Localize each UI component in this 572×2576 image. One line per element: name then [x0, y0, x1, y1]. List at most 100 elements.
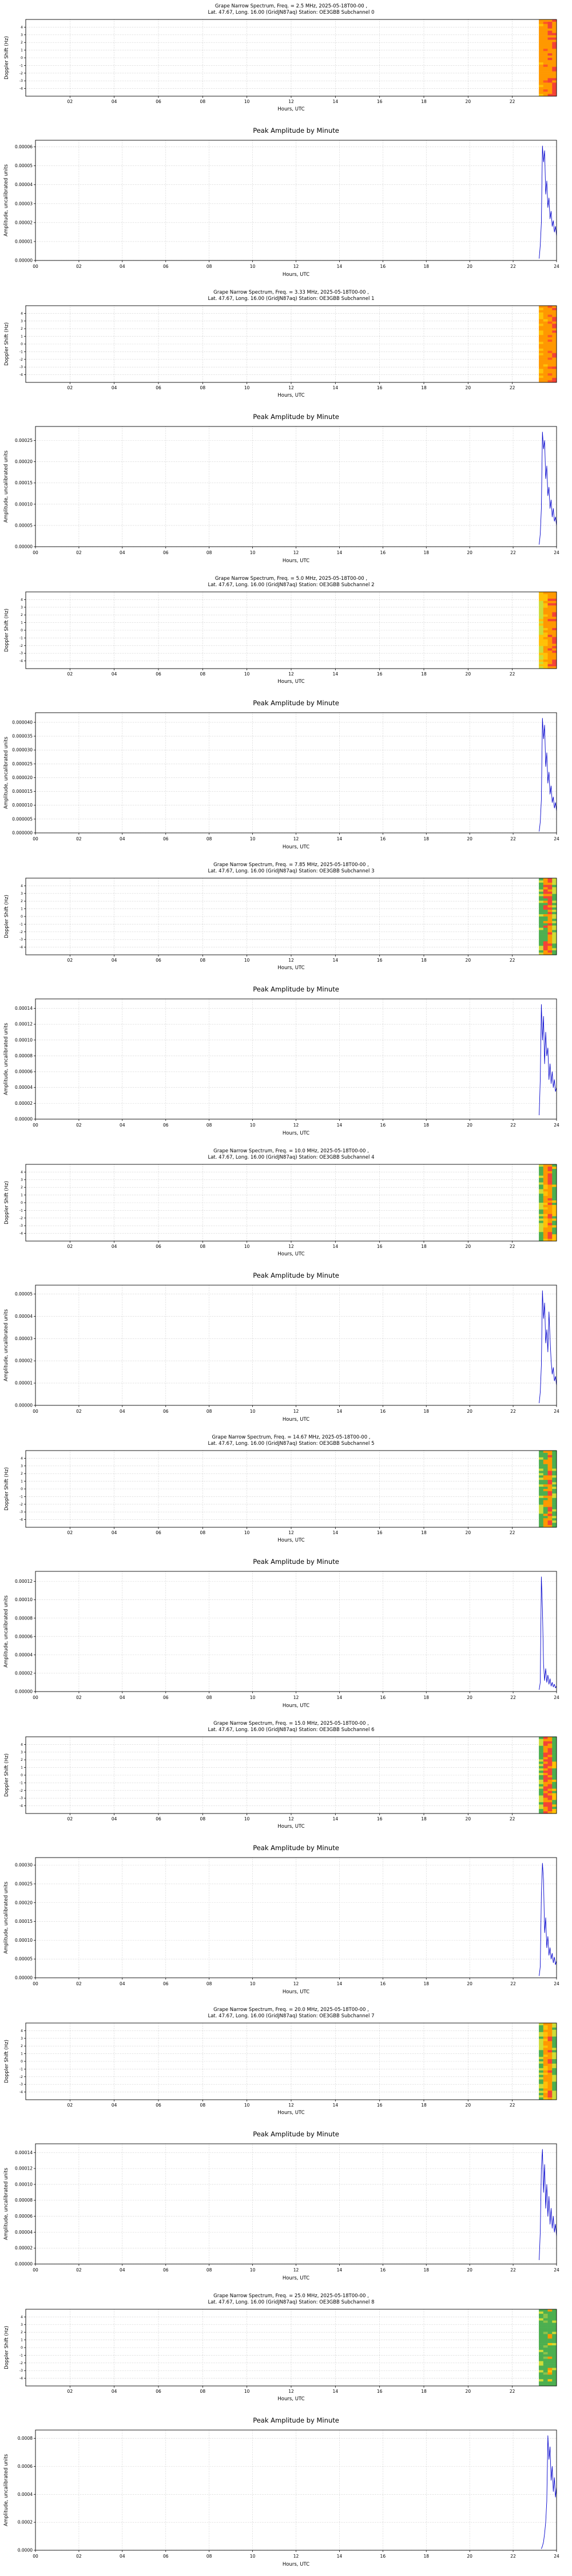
x-tick-label: 02 — [76, 1123, 82, 1128]
x-tick-label: 10 — [250, 1981, 256, 1986]
x-tick-label: 20 — [467, 264, 472, 269]
spectrogram-title-line2: Lat. 47.67, Long. 16.00 (GridJN87aq) Sta… — [208, 10, 374, 15]
y-tick-label: 0.00012 — [15, 1022, 33, 1027]
amplitude-title: Peak Amplitude by Minute — [253, 413, 339, 421]
x-tick-label: 14 — [333, 958, 339, 963]
y-axis: 0.00000 0.00005 0.00010 0.00015 0.00020 0.000… — [3, 438, 35, 550]
y-tick-label: 0.00008 — [15, 1615, 33, 1621]
x-tick-label: 22 — [510, 671, 515, 677]
y-tick-label: 0.000010 — [12, 803, 33, 808]
y-axis-label: Doppler Shift (Hz) — [4, 609, 10, 652]
x-tick-label: 14 — [333, 1816, 339, 1822]
x-tick-label: 20 — [466, 99, 471, 104]
y-tick-label: -2 — [19, 1789, 23, 1793]
doppler-data-stripe — [539, 592, 557, 669]
x-tick-label: 16 — [377, 99, 383, 104]
y-axis-label: Amplitude, uncalibrated units — [3, 1022, 9, 1095]
x-tick-label: 08 — [200, 2103, 206, 2108]
y-tick-label: 0.00020 — [15, 459, 33, 464]
y-tick-label: 0.00010 — [15, 2182, 33, 2187]
x-tick-label: 12 — [288, 1816, 294, 1822]
x-tick-label: 02 — [67, 1530, 73, 1535]
y-tick-label: 1 — [21, 1194, 23, 1198]
x-tick-label: 06 — [163, 1981, 169, 1986]
y-tick-label: -1 — [19, 922, 23, 926]
y-tick-label: 1 — [21, 2052, 23, 2056]
x-axis-label: Hours, UTC — [283, 2562, 309, 2567]
y-tick-label: 0 — [21, 2346, 23, 2350]
y-axis: 4 3 2 1 0 -1 -2 -3 -4 Doppler Shift (Hz) — [4, 1743, 26, 1808]
x-tick-label: 18 — [421, 2389, 427, 2394]
x-tick-label: 18 — [423, 550, 429, 555]
y-tick-label: 0 — [21, 342, 23, 346]
x-tick-label: 02 — [67, 99, 73, 104]
subchannel-1-section: Grape Narrow Spectrum, Freq. = 3.33 MHz,… — [0, 286, 572, 572]
amplitude-chart-8: Peak Amplitude by Minute 00 02 04 06 08 10 12 14… — [3, 2416, 559, 2567]
x-tick-label: 14 — [337, 2267, 343, 2273]
x-tick-label: 24 — [554, 1123, 559, 1128]
grid-lines — [35, 2430, 557, 2551]
x-tick-label: 06 — [156, 1530, 161, 1535]
x-tick-label: 04 — [120, 1695, 125, 1700]
amplitude-title: Peak Amplitude by Minute — [253, 1844, 339, 1852]
y-tick-label: 0.00002 — [15, 1358, 33, 1364]
peak-amplitude-line — [539, 1863, 557, 1976]
y-tick-label: -4 — [19, 1804, 23, 1808]
x-tick-label: 18 — [421, 385, 427, 390]
x-tick-label: 20 — [466, 671, 471, 677]
x-tick-label: 10 — [244, 671, 250, 677]
y-tick-label: 2 — [21, 327, 23, 331]
x-tick-label: 06 — [163, 550, 169, 555]
x-tick-label: 20 — [466, 385, 471, 390]
doppler-data-stripe — [539, 19, 557, 97]
x-tick-label: 22 — [510, 958, 515, 963]
x-tick-label: 04 — [120, 264, 125, 269]
x-axis-label: Hours, UTC — [283, 558, 309, 564]
y-tick-label: 1 — [21, 49, 23, 53]
peak-amplitude-line — [539, 1004, 557, 1116]
x-tick-label: 16 — [380, 836, 386, 841]
grid-lines — [26, 1737, 557, 1814]
subchannel-0-section: Grape Narrow Spectrum, Freq. = 2.5 MHz, … — [0, 0, 572, 286]
spectrogram-title-line1: Grape Narrow Spectrum, Freq. = 10.0 MHz,… — [213, 1148, 369, 1154]
y-tick-label: 0.0004 — [18, 2492, 33, 2497]
x-tick-label: 04 — [112, 1530, 117, 1535]
x-tick-label: 22 — [510, 550, 516, 555]
y-tick-label: 3 — [21, 1751, 23, 1755]
x-axis-label: Hours, UTC — [283, 1989, 309, 1995]
x-tick-label: 08 — [200, 1816, 206, 1822]
x-axis-label: Hours, UTC — [283, 844, 309, 850]
spectrogram-title-line2: Lat. 47.67, Long. 16.00 (GridJN87aq) Sta… — [208, 1441, 374, 1447]
y-axis-label: Doppler Shift (Hz) — [4, 36, 10, 80]
x-tick-label: 18 — [423, 2554, 429, 2559]
y-tick-label: 0.00000 — [15, 2262, 33, 2267]
x-axis: 00 02 04 06 08 10 12 14 16 18 20 22 24 Hours, UTC — [33, 260, 559, 278]
x-tick-label: 12 — [288, 2103, 294, 2108]
amplitude-chart-1: Peak Amplitude by Minute 00 02 04 06 08 10 12 14… — [3, 413, 559, 564]
spectrogram-title-line2: Lat. 47.67, Long. 16.00 (GridJN87aq) Sta… — [208, 868, 374, 874]
amplitude-chart-3: Peak Amplitude by Minute 00 02 04 06 08 10 12 14… — [3, 985, 559, 1136]
x-tick-label: 14 — [337, 1981, 343, 1986]
y-axis: 0.00000 0.00001 0.00002 0.00003 0.00004 0.000… — [3, 1291, 35, 1408]
x-tick-label: 14 — [337, 1695, 343, 1700]
y-tick-label: -4 — [19, 373, 23, 377]
x-tick-label: 12 — [288, 1244, 294, 1249]
x-tick-label: 18 — [423, 836, 429, 841]
y-tick-label: -1 — [19, 2067, 23, 2071]
doppler-data-stripe — [539, 878, 557, 955]
x-tick-label: 18 — [423, 2267, 429, 2273]
y-tick-label: 0.00005 — [15, 163, 33, 168]
y-tick-label: -3 — [19, 938, 23, 942]
spectrogram-title-line1: Grape Narrow Spectrum, Freq. = 7.85 MHz,… — [213, 862, 369, 868]
x-tick-label: 04 — [112, 385, 117, 390]
y-tick-label: 4 — [21, 1170, 23, 1174]
x-tick-label: 08 — [206, 1123, 212, 1128]
y-axis-label: Amplitude, uncalibrated units — [3, 1595, 9, 1668]
y-tick-label: -4 — [19, 946, 23, 950]
y-tick-label: 0.00030 — [15, 1863, 33, 1868]
y-tick-label: 0 — [21, 629, 23, 633]
x-tick-label: 06 — [163, 1123, 169, 1128]
y-tick-label: 1 — [21, 907, 23, 911]
y-tick-label: 0.0000 — [18, 2548, 33, 2553]
grid-lines — [35, 1285, 557, 1406]
